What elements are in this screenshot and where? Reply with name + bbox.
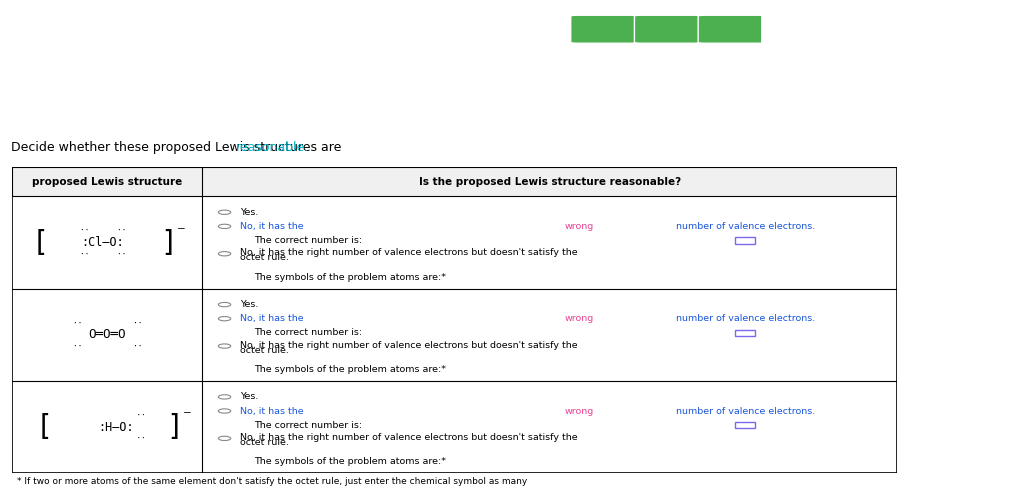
Text: Decide whether these proposed Lewis structures are: Decide whether these proposed Lewis stru…	[11, 141, 346, 154]
Bar	[734, 330, 755, 336]
Text: :Cl—O:: :Cl—O:	[81, 236, 124, 249]
Text: octet rule.: octet rule.	[240, 253, 289, 262]
Text: ··: ··	[104, 411, 145, 420]
Text: Yes.: Yes.	[240, 393, 258, 401]
Text: ··      ··: ·· ··	[79, 249, 126, 259]
Text: ··           ··: ·· ··	[72, 342, 142, 351]
Text: number of valence electrons.: number of valence electrons.	[673, 314, 815, 323]
Text: ··      ··: ·· ··	[79, 226, 126, 235]
Text: v: v	[64, 101, 73, 116]
Text: [: [	[36, 228, 47, 256]
Text: No, it has the: No, it has the	[240, 314, 306, 323]
Text: No, it has the: No, it has the	[240, 222, 306, 231]
FancyBboxPatch shape	[698, 15, 766, 43]
Text: ··           ··: ·· ··	[72, 319, 142, 328]
Text: The correct number is:: The correct number is:	[254, 421, 362, 430]
Text: wrong: wrong	[564, 314, 594, 323]
Text: The correct number is:: The correct number is:	[254, 236, 362, 245]
Text: Yes.: Yes.	[240, 208, 258, 217]
Text: wrong: wrong	[564, 406, 594, 416]
Text: [: [	[40, 413, 51, 441]
Text: reasonable.: reasonable.	[236, 141, 309, 154]
Text: O═O═O: O═O═O	[88, 328, 126, 341]
Text: The symbols of the problem atoms are:*: The symbols of the problem atoms are:*	[254, 273, 445, 281]
Text: No, it has the right number of valence electrons but doesn't satisfy the: No, it has the right number of valence e…	[240, 433, 578, 442]
Text: wrong: wrong	[564, 222, 594, 231]
Text: The symbols of the problem atoms are:*: The symbols of the problem atoms are:*	[254, 457, 445, 466]
FancyBboxPatch shape	[571, 15, 638, 43]
Text: * If two or more atoms of the same element don't satisfy the octet rule, just en: * If two or more atoms of the same eleme…	[16, 477, 527, 486]
Text: The correct number is:: The correct number is:	[254, 328, 362, 338]
FancyBboxPatch shape	[762, 15, 829, 43]
Text: No, it has the right number of valence electrons but doesn't satisfy the: No, it has the right number of valence e…	[240, 248, 578, 257]
Text: ··: ··	[104, 434, 145, 443]
Text: The symbols of the problem atoms are:*: The symbols of the problem atoms are:*	[254, 365, 445, 374]
Text: ]: ]	[168, 413, 179, 441]
Text: octet rule.: octet rule.	[240, 438, 289, 447]
Text: No, it has the: No, it has the	[240, 406, 306, 416]
Text: −: −	[176, 224, 185, 234]
Text: −: −	[183, 408, 191, 418]
Text: No, it has the right number of valence electrons but doesn't satisfy the: No, it has the right number of valence e…	[240, 340, 578, 350]
Text: number of valence electrons.: number of valence electrons.	[673, 222, 815, 231]
Text: :H—O:: :H—O:	[99, 421, 134, 433]
Text: octet rule.: octet rule.	[240, 345, 289, 355]
Bar	[734, 238, 755, 244]
FancyBboxPatch shape	[826, 15, 893, 43]
Bar	[734, 422, 755, 428]
Text: number of valence electrons.: number of valence electrons.	[673, 406, 815, 416]
Text: 3/5: 3/5	[904, 23, 924, 36]
Bar	[12, 167, 897, 196]
FancyBboxPatch shape	[635, 15, 702, 43]
Text: Yes.: Yes.	[240, 300, 258, 309]
Text: ELECTRONIC STRUCTURE AND CHEMICAL BONDING: ELECTRONIC STRUCTURE AND CHEMICAL BONDIN…	[41, 13, 264, 22]
Text: proposed Lewis structure: proposed Lewis structure	[33, 177, 182, 187]
Text: ]: ]	[162, 228, 173, 256]
Text: Is the proposed Lewis structure reasonable?: Is the proposed Lewis structure reasonab…	[419, 177, 680, 187]
Text: Deciding whether a Lewis structure satisfies the octet rule: Deciding whether a Lewis structure satis…	[41, 42, 618, 61]
